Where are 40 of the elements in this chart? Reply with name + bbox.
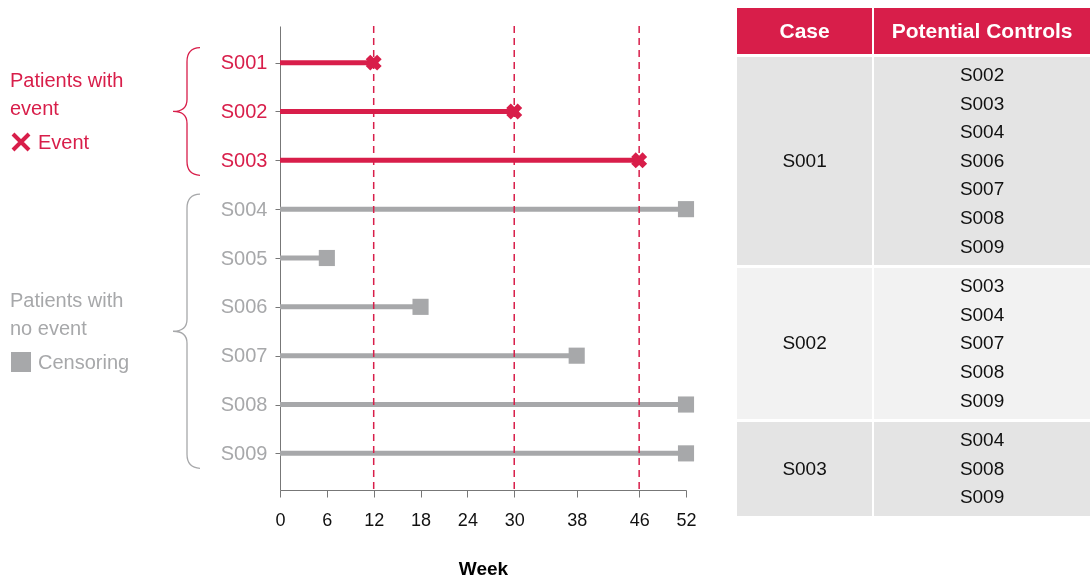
text: Patients with no event [10,288,125,342]
x-tick-label: 6 [322,509,333,530]
legend-label: Event [38,130,90,156]
point [677,445,695,462]
y-tick-label: S004 [220,197,268,220]
text: S003 [782,457,827,479]
category-label: Case [737,8,874,56]
text: S002 S003 S004 S006 S007 S008 S009 [959,64,1005,257]
x-tick-label: 0 [275,509,286,530]
x-axis-title: Week [458,557,509,579]
category-label: Potential Controls [873,8,1090,56]
y-tick-label: S005 [220,246,268,269]
text: S001 [782,149,827,171]
y-tick-label: S003 [220,148,268,171]
legend-label: Censoring [38,350,130,376]
x-tick-label: 30 [504,509,525,530]
point [412,298,429,315]
point [506,103,523,120]
text: S003 S004 S007 S008 S009 [959,275,1005,411]
y-tick-label: S001 [220,51,268,74]
x-tick-label: 12 [364,509,385,530]
point [318,249,335,267]
x-tick-label: 52 [676,509,697,530]
text: S004 S008 S009 [959,429,1005,508]
y-tick-label: S006 [220,295,268,318]
point [365,54,382,71]
y-tick-label: S002 [220,99,268,122]
x-tick-label: 46 [629,509,650,530]
point [677,396,695,413]
y-tick-label: S007 [220,344,268,367]
y-tick-label: S008 [220,393,268,416]
x-tick-label: 24 [457,509,478,530]
x-tick-label: 18 [411,509,432,530]
text: S002 [782,332,827,354]
point [568,347,585,364]
text: Patients with event [10,68,125,122]
y-tick-label: S009 [220,441,268,464]
x-tick-label: 38 [567,509,588,530]
point [631,152,648,169]
point [677,201,695,218]
